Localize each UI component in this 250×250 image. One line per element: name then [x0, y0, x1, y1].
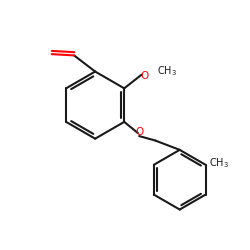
Text: CH$_3$: CH$_3$ — [157, 64, 177, 78]
Text: O: O — [140, 71, 149, 81]
Text: O: O — [135, 127, 143, 137]
Text: CH$_3$: CH$_3$ — [209, 157, 229, 170]
